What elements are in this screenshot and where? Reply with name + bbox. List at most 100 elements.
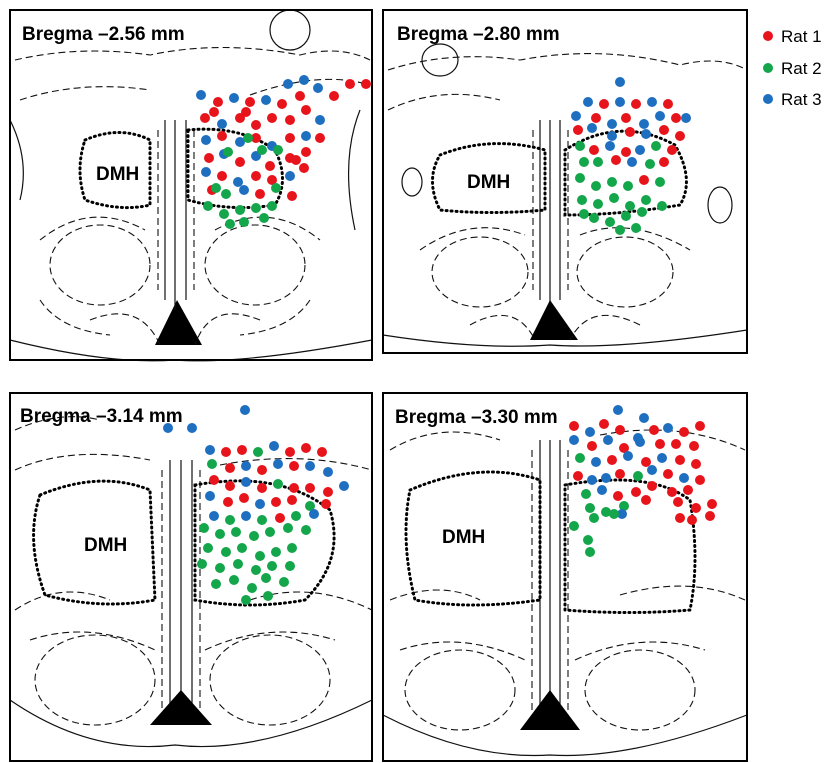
electrode-site-rat-3 (617, 509, 627, 519)
electrode-site-rat-2 (583, 535, 593, 545)
electrode-site-rat-2 (655, 177, 665, 187)
electrode-site-rat-3 (587, 475, 597, 485)
electrode-site-rat-2 (239, 217, 249, 227)
electrode-site-rat-2 (211, 579, 221, 589)
electrode-site-rat-2 (569, 521, 579, 531)
electrode-site-rat-1 (615, 425, 625, 435)
electrode-site-rat-1 (305, 483, 315, 493)
panel-3: Bregma –3.14 mm DMH (9, 392, 373, 762)
electrode-site-rat-2 (575, 141, 585, 151)
legend-swatch-rat-1 (763, 31, 773, 41)
electrode-site-rat-2 (651, 141, 661, 151)
electrode-site-rat-1 (241, 107, 251, 117)
electrode-site-rat-1 (277, 99, 287, 109)
electrode-site-rat-2 (249, 531, 259, 541)
electrode-site-rat-2 (287, 543, 297, 553)
electrode-site-rat-3 (283, 79, 293, 89)
electrode-site-rat-3 (241, 511, 251, 521)
electrode-site-rat-1 (621, 113, 631, 123)
electrode-site-rat-1 (631, 99, 641, 109)
electrode-site-rat-3 (205, 445, 215, 455)
panel-1-title: Bregma –2.56 mm (22, 24, 185, 45)
electrode-site-rat-3 (299, 75, 309, 85)
electrode-site-rat-2 (229, 575, 239, 585)
electrode-site-rat-2 (645, 159, 655, 169)
electrode-site-rat-1 (691, 503, 701, 513)
electrode-site-rat-1 (237, 445, 247, 455)
electrode-site-rat-2 (285, 561, 295, 571)
electrode-site-rat-3 (615, 97, 625, 107)
electrode-site-rat-2 (291, 511, 301, 521)
electrode-site-rat-3 (569, 435, 579, 445)
electrode-site-rat-2 (197, 559, 207, 569)
electrode-site-rat-2 (623, 181, 633, 191)
electrode-site-rat-3 (583, 97, 593, 107)
electrode-site-rat-1 (573, 471, 583, 481)
electrode-site-rat-1 (321, 499, 331, 509)
electrode-site-rat-1 (301, 147, 311, 157)
electrode-site-rat-2 (265, 527, 275, 537)
electrode-site-rat-2 (271, 183, 281, 193)
electrode-site-rat-2 (579, 209, 589, 219)
electrode-site-rat-2 (257, 515, 267, 525)
electrode-site-rat-1 (621, 147, 631, 157)
electrode-site-rat-1 (639, 175, 649, 185)
electrode-site-rat-1 (275, 513, 285, 523)
electrode-site-rat-2 (231, 527, 241, 537)
electrode-site-rat-3 (273, 459, 283, 469)
panel-3-dmh-label: DMH (84, 535, 127, 556)
electrode-site-rat-3 (313, 83, 323, 93)
electrode-site-rat-1 (705, 511, 715, 521)
electrode-site-rat-1 (235, 157, 245, 167)
electrode-site-rat-1 (687, 515, 697, 525)
electrode-site-rat-1 (289, 461, 299, 471)
electrode-site-rat-1 (655, 439, 665, 449)
electrode-site-rat-1 (675, 455, 685, 465)
electrode-site-rat-1 (217, 171, 227, 181)
electrode-site-rat-2 (579, 157, 589, 167)
electrode-site-rat-1 (301, 443, 311, 453)
electrode-site-rat-1 (599, 99, 609, 109)
electrode-site-rat-2 (631, 223, 641, 233)
panel-4-dmh-label: DMH (442, 527, 485, 548)
electrode-site-rat-2 (301, 525, 311, 535)
electrode-site-rat-3 (285, 171, 295, 181)
electrode-site-rat-1 (209, 475, 219, 485)
electrode-site-rat-3 (641, 129, 651, 139)
electrode-site-rat-1 (287, 191, 297, 201)
panel-2: Bregma –2.80 mm DMH (382, 9, 748, 354)
electrode-site-rat-3 (647, 97, 657, 107)
electrode-site-rat-3 (591, 457, 601, 467)
electrode-site-rat-3 (209, 511, 219, 521)
electrode-site-rat-1 (707, 499, 717, 509)
legend-swatch-rat-2 (763, 63, 773, 73)
electrode-site-rat-3 (627, 157, 637, 167)
legend-label-rat-2: Rat 2 (781, 59, 822, 78)
electrode-site-rat-1 (225, 481, 235, 491)
electrode-site-rat-3 (635, 437, 645, 447)
panel-3-electrode-sites (163, 405, 349, 605)
electrode-site-rat-1 (271, 497, 281, 507)
electrode-site-rat-1 (209, 107, 219, 117)
electrode-site-rat-2 (225, 515, 235, 525)
electrode-site-rat-3 (163, 423, 173, 433)
electrode-site-rat-2 (593, 157, 603, 167)
electrode-site-rat-2 (215, 563, 225, 573)
electrode-site-rat-1 (267, 113, 277, 123)
electrode-site-rat-1 (659, 125, 669, 135)
electrode-site-rat-2 (575, 173, 585, 183)
electrode-site-rat-1 (291, 155, 301, 165)
electrode-site-rat-1 (619, 443, 629, 453)
electrode-site-rat-2 (267, 201, 277, 211)
legend: Rat 1 Rat 2 Rat 3 (763, 27, 822, 109)
electrode-site-rat-2 (243, 133, 253, 143)
electrode-site-rat-1 (301, 105, 311, 115)
electrode-site-rat-3 (647, 465, 657, 475)
electrode-site-rat-2 (203, 201, 213, 211)
electrode-site-rat-1 (667, 487, 677, 497)
electrode-site-rat-3 (241, 461, 251, 471)
electrode-site-rat-2 (225, 219, 235, 229)
electrode-site-rat-1 (287, 495, 297, 505)
electrode-site-rat-3 (241, 477, 251, 487)
electrode-site-rat-1 (673, 497, 683, 507)
